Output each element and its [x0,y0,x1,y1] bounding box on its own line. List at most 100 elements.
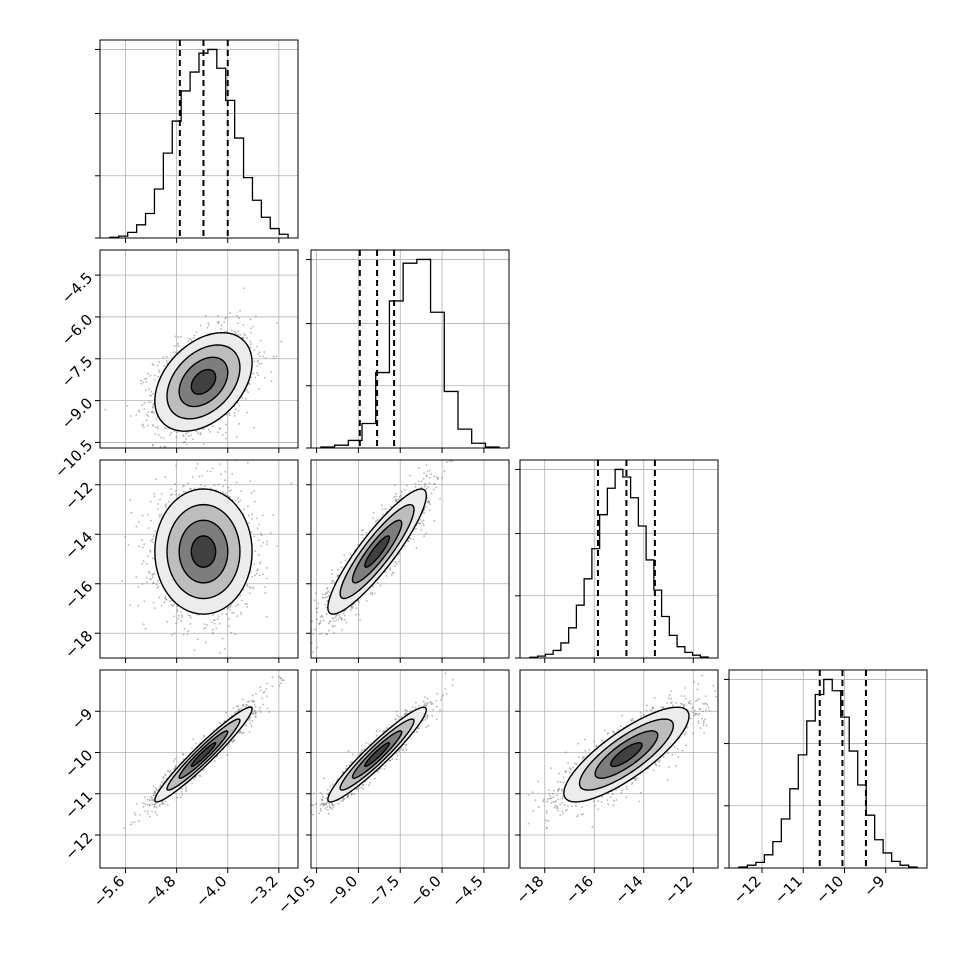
scatter-point [126,405,129,408]
scatter-point [246,411,249,414]
scatter-point [693,681,695,684]
scatter-point [320,632,323,635]
scatter-point [261,514,264,517]
x-tick-label: −18 [512,872,547,907]
scatter-point [121,579,124,582]
scatter-point [417,704,420,707]
scatter-point [698,698,700,700]
scatter-point [578,756,580,759]
scatter-point [330,582,333,584]
scatter-point [275,322,278,324]
scatter-point [146,803,149,806]
scatter-point [325,613,328,615]
scatter-point [328,805,331,807]
scatter-point [658,759,661,762]
scatter-point [374,777,376,780]
scatter-point [145,419,148,422]
scatter-point [632,719,635,722]
scatter-point [562,776,565,779]
scatter-point [258,554,260,557]
scatter-point [204,314,207,317]
scatter-point [253,360,256,363]
scatter-point [584,750,587,752]
scatter-point [329,806,331,809]
scatter-point [563,803,566,806]
scatter-point [271,685,274,688]
scatter-point [451,460,454,463]
scatter-point [162,776,165,779]
scatter-point [271,676,274,679]
scatter-point [272,514,275,517]
x-tick-label: −10 [812,872,847,907]
scatter-point [638,800,641,803]
scatter-point [375,734,378,737]
scatter-point [639,711,642,714]
scatter-point [227,745,230,748]
scatter-point [309,812,311,814]
scatter-point [420,486,423,489]
scatter-point [178,493,180,496]
scatter-point [401,749,404,751]
scatter-point [247,522,250,524]
scatter-point [237,709,240,711]
scatter-point [362,788,365,790]
scatter-point [161,802,163,805]
scatter-point [259,561,262,563]
scatter-point [600,800,603,803]
scatter-point [219,463,222,466]
scatter-point [231,473,234,475]
scatter-point [304,636,306,638]
scatter-point [195,742,198,745]
scatter-point [280,340,283,343]
scatter-point [556,809,559,812]
scatter-point [155,478,157,480]
scatter-point [174,452,176,454]
scatter-point [545,812,548,815]
scatter-point [257,568,259,571]
scatter-point [597,808,600,811]
scatter-point [445,461,448,464]
scatter-point [548,797,551,800]
scatter-point [186,633,189,636]
scatter-point [141,404,144,406]
scatter-point [239,310,241,312]
scatter-point [701,718,703,720]
panel-1-1 [306,249,510,453]
scatter-point [432,488,435,491]
x-tick-label: −5.6 [90,872,128,910]
scatter-point [573,762,576,765]
scatter-point [425,505,427,508]
scatter-point [564,751,567,754]
scatter-point [226,494,229,497]
scatter-point [350,605,353,608]
scatter-point [559,803,562,806]
scatter-point [328,802,331,805]
scatter-point [335,614,338,617]
scatter-point [234,499,237,502]
scatter-point [219,328,222,330]
scatter-point [257,374,260,377]
scatter-point [331,802,334,805]
scatter-point [240,707,243,710]
scatter-point [347,750,350,752]
scatter-point [546,798,549,800]
scatter-point [246,583,249,586]
scatter-point [547,820,550,822]
scatter-point [304,628,306,630]
scatter-point [184,440,187,443]
scatter-point [329,591,331,594]
scatter-point [403,545,406,548]
scatter-point [258,709,261,712]
scatter-point [157,503,160,505]
scatter-point [238,423,240,425]
scatter-point [164,598,167,601]
density [104,287,283,454]
scatter-point [684,687,687,690]
scatter-point [684,731,687,734]
scatter-point [418,483,421,486]
scatter-point [318,812,321,815]
scatter-point [259,706,262,709]
scatter-point [326,800,329,803]
scatter-point [393,484,396,487]
density [121,460,293,658]
